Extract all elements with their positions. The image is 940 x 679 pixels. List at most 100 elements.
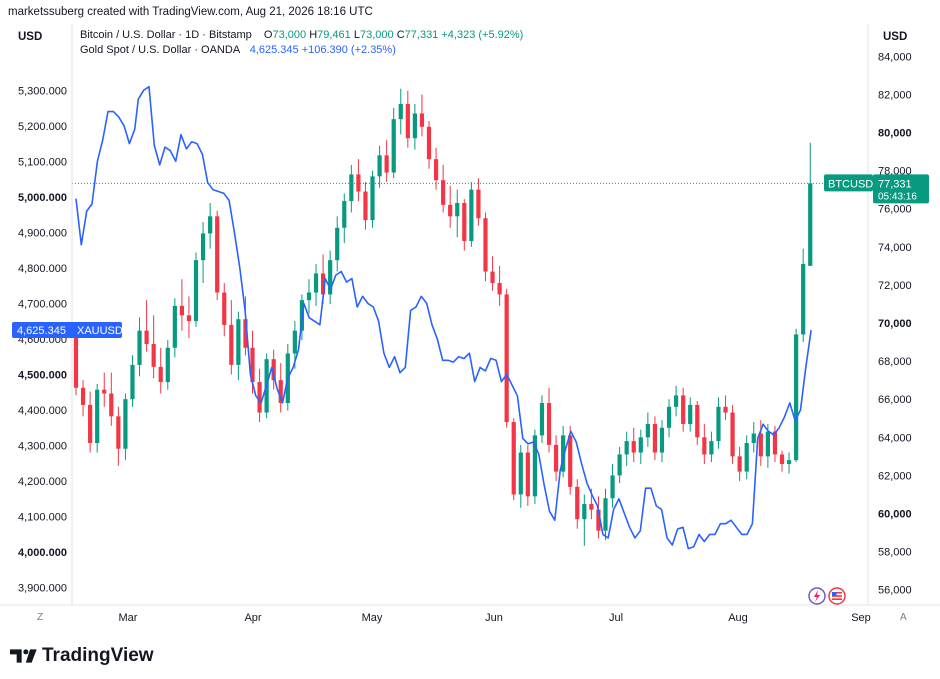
left-axis-tick-label: 4,100.000 bbox=[18, 512, 67, 524]
btc-candle bbox=[758, 420, 763, 466]
btc-candle bbox=[257, 368, 262, 423]
left-axis-tick-label: 5,100.000 bbox=[18, 156, 67, 168]
btc-candle-body bbox=[328, 260, 333, 295]
btc-candle bbox=[73, 326, 79, 396]
btc-candle bbox=[419, 94, 425, 137]
btc-candle-body bbox=[73, 332, 79, 388]
btc-candle bbox=[561, 425, 566, 478]
btc-candle bbox=[88, 391, 93, 453]
btc-candle-body bbox=[772, 431, 778, 455]
legend-btc-close: 77,331 bbox=[404, 29, 439, 41]
btc-candle-body bbox=[123, 399, 128, 449]
btc-candle-body bbox=[476, 189, 481, 219]
left-axis-tick-label: 5,300.000 bbox=[18, 85, 67, 97]
btc-candle bbox=[144, 300, 149, 352]
btc-candle bbox=[349, 164, 354, 213]
btc-candle-body bbox=[553, 444, 559, 472]
btc-candle-body bbox=[744, 443, 749, 472]
btc-candle-body bbox=[568, 435, 573, 487]
btc-candle bbox=[497, 265, 502, 306]
lightning-icon[interactable] bbox=[808, 587, 826, 605]
btc-candle-body bbox=[737, 456, 742, 472]
gold-line bbox=[75, 85, 812, 550]
legend-btc-change: +4,323 (+5.92%) bbox=[441, 29, 524, 41]
btc-candle-body bbox=[786, 460, 792, 464]
btc-candle bbox=[709, 431, 714, 463]
left-axis-currency[interactable]: USD bbox=[18, 31, 43, 43]
us-flag-icon[interactable] bbox=[828, 587, 846, 605]
tradingview-logo-icon bbox=[10, 649, 37, 663]
timezone-button[interactable]: Z bbox=[37, 612, 44, 623]
btc-candle-body bbox=[377, 155, 382, 177]
btc-candle bbox=[801, 248, 806, 343]
btc-candle bbox=[652, 416, 658, 461]
btc-candle bbox=[476, 178, 481, 226]
left-axis-tick-label: 4,700.000 bbox=[18, 298, 67, 310]
btc-candle bbox=[123, 393, 128, 461]
legend-gold[interactable]: Gold Spot / U.S. Dollar · OANDA 4,625.34… bbox=[80, 44, 396, 56]
btc-last-value-name: BTCUSD bbox=[828, 178, 873, 190]
btc-candle bbox=[532, 429, 537, 504]
legend-btc-name: Bitcoin / U.S. Dollar · 1D · Bitstamp bbox=[80, 29, 252, 41]
btc-candle-body bbox=[236, 319, 241, 365]
btc-countdown: 05:43:16 bbox=[878, 191, 917, 202]
btc-candle bbox=[236, 311, 241, 381]
btc-candle bbox=[716, 397, 721, 449]
btc-candle bbox=[525, 444, 530, 506]
btc-candle-body bbox=[518, 452, 523, 495]
legend-gold-value: 4,625.345 bbox=[249, 44, 299, 56]
right-axis-tick-label: 64,000 bbox=[878, 432, 912, 444]
legend-btc-open: 73,000 bbox=[272, 29, 307, 41]
btc-candle-body bbox=[165, 347, 170, 383]
btc-candle-body bbox=[349, 174, 354, 202]
btc-candle bbox=[222, 282, 227, 337]
btc-candle-body bbox=[497, 282, 502, 295]
left-axis-tick-label: 5,200.000 bbox=[18, 121, 67, 133]
btc-candle-body bbox=[638, 437, 643, 453]
btc-candle-body bbox=[462, 202, 467, 242]
right-axis-tick-label: 60,000 bbox=[878, 509, 912, 521]
btc-candle bbox=[624, 431, 629, 466]
btc-candle-body bbox=[490, 271, 495, 283]
btc-candle-body bbox=[561, 435, 566, 472]
btc-candle-body bbox=[200, 233, 206, 261]
btc-candle bbox=[243, 296, 248, 356]
right-axis-currency[interactable]: USD bbox=[883, 31, 908, 43]
auto-scale-button[interactable]: A bbox=[900, 612, 907, 623]
legend-btc[interactable]: Bitcoin / U.S. Dollar · 1D · Bitstamp O7… bbox=[80, 29, 523, 41]
btc-candle-body bbox=[455, 202, 460, 217]
btc-candle-body bbox=[292, 330, 297, 354]
right-axis-tick-label: 58,000 bbox=[878, 547, 912, 559]
btc-candle bbox=[483, 212, 488, 282]
btc-candle bbox=[186, 296, 192, 339]
btc-candle-body bbox=[539, 403, 545, 436]
btc-candle-body bbox=[546, 403, 552, 445]
btc-candle bbox=[603, 488, 608, 541]
btc-candle-body bbox=[95, 389, 100, 444]
btc-candles bbox=[73, 88, 813, 546]
left-axis-tick-label: 3,900.000 bbox=[18, 583, 67, 595]
time-axis-tick-label: Sep bbox=[851, 612, 871, 624]
btc-candle-body bbox=[109, 393, 114, 417]
btc-candle-body bbox=[215, 216, 220, 293]
right-axis-tick-label: 82,000 bbox=[878, 89, 912, 101]
btc-candle-body bbox=[511, 422, 516, 495]
btc-candle-body bbox=[610, 475, 615, 499]
btc-candle bbox=[342, 193, 347, 243]
btc-candle-body bbox=[426, 126, 432, 160]
btc-candle-body bbox=[808, 183, 813, 266]
btc-candle-body bbox=[765, 431, 770, 457]
btc-candle bbox=[504, 288, 509, 428]
btc-candle-body bbox=[645, 423, 650, 438]
right-axis-tick-label: 66,000 bbox=[878, 394, 912, 406]
btc-candle-body bbox=[405, 103, 410, 139]
btc-candle-body bbox=[179, 305, 184, 316]
btc-candle-body bbox=[504, 294, 509, 423]
btc-candle bbox=[659, 420, 665, 463]
legend-btc-low: 73,000 bbox=[359, 29, 394, 41]
btc-candle bbox=[363, 182, 368, 230]
btc-candle-body bbox=[674, 395, 679, 407]
btc-candle-body bbox=[208, 216, 213, 234]
